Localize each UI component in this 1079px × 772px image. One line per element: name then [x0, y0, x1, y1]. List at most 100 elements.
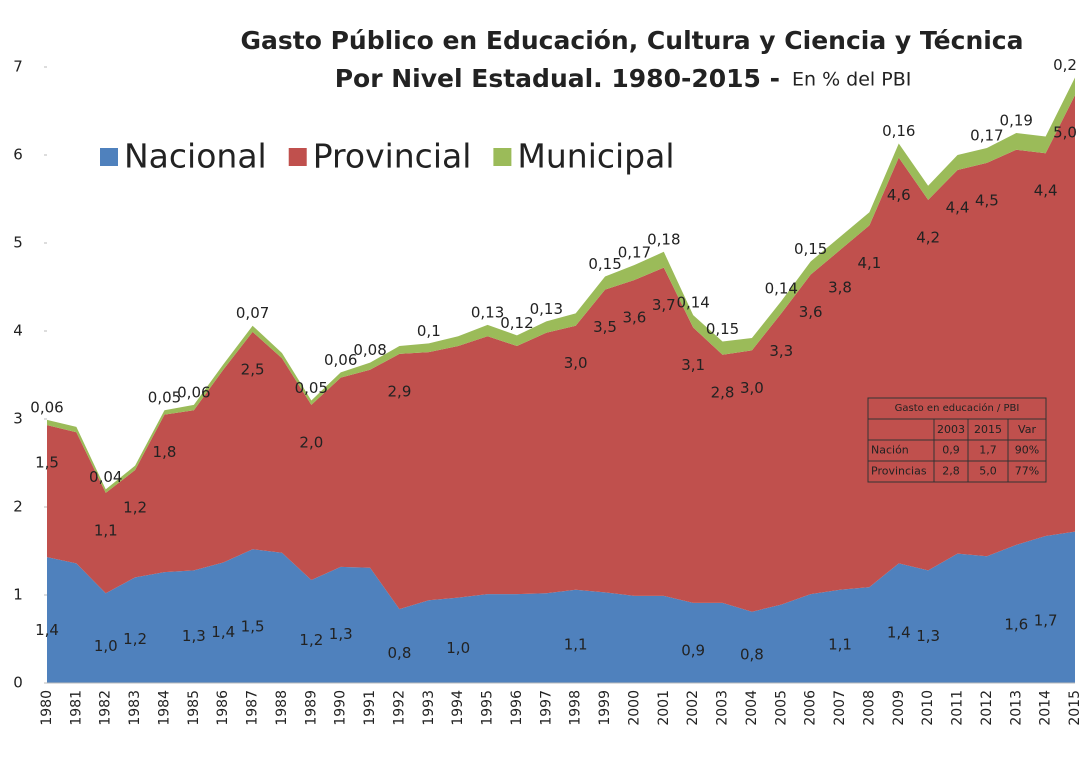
legend-swatch — [493, 148, 512, 166]
x-tick-label: 1997 — [538, 690, 554, 726]
data-label: 1,2 — [123, 499, 147, 517]
legend-swatch — [288, 148, 307, 166]
data-label: 0,9 — [681, 641, 705, 659]
x-tick-label: 1981 — [68, 690, 84, 726]
data-label: 0,05 — [295, 379, 328, 397]
y-tick-label: 7 — [13, 58, 23, 76]
y-tick-label: 5 — [13, 234, 23, 252]
data-label: 3,0 — [740, 379, 764, 397]
area — [47, 95, 1075, 612]
data-label: 0,15 — [588, 255, 621, 273]
data-label: 0,14 — [676, 294, 709, 312]
x-tick-label: 2000 — [626, 690, 642, 726]
data-label: 1,7 — [1034, 611, 1058, 629]
x-tick-label: 1983 — [127, 690, 143, 726]
data-label: 1,4 — [211, 623, 235, 641]
data-label: 0,06 — [177, 383, 210, 401]
data-label: 0,06 — [30, 398, 63, 416]
x-tick-label: 1995 — [480, 690, 496, 726]
x-tick-label: 1989 — [303, 690, 319, 726]
data-label: 4,1 — [857, 254, 881, 272]
data-label: 1,3 — [329, 625, 353, 643]
data-label: 1,2 — [123, 630, 147, 648]
data-label: 3,3 — [769, 342, 793, 360]
inset-table-cell: 90% — [1015, 444, 1039, 457]
data-label: 0,8 — [740, 645, 764, 663]
x-tick-label: 1986 — [215, 690, 231, 726]
data-label: 1,4 — [887, 624, 911, 642]
x-tick-label: 1984 — [156, 690, 172, 726]
data-label: 1,0 — [94, 637, 118, 655]
data-label: 0,07 — [236, 304, 269, 322]
inset-table-cell: 5,0 — [979, 465, 997, 478]
data-label: 0,13 — [471, 303, 504, 321]
data-label: 1,1 — [564, 636, 588, 654]
data-label: 0,15 — [706, 320, 739, 338]
y-tick-label: 2 — [13, 498, 23, 516]
x-tick-label: 2004 — [744, 690, 760, 726]
subtitle-note: En % del PBI — [792, 69, 911, 91]
x-tick-label: 1996 — [509, 690, 525, 726]
data-label: 3,0 — [564, 354, 588, 372]
data-label: 0,14 — [765, 280, 798, 298]
x-tick-label: 2010 — [920, 690, 936, 726]
inset-table-cell: 0,9 — [942, 444, 960, 457]
x-tick-label: 2008 — [861, 690, 877, 726]
data-label: 1,6 — [1004, 615, 1028, 633]
x-tick-label: 1994 — [450, 690, 466, 726]
x-tick-label: 2015 — [1067, 690, 1079, 726]
data-label: 1,2 — [299, 631, 323, 649]
inset-table-cell: Provincias — [871, 465, 927, 478]
data-label: 3,8 — [828, 279, 852, 297]
y-tick-label: 3 — [13, 410, 23, 428]
x-tick-label: 1987 — [245, 690, 261, 726]
data-label: 0,18 — [647, 230, 680, 248]
data-label: 1,3 — [182, 627, 206, 645]
data-label: 4,2 — [916, 228, 940, 246]
data-label: 3,7 — [652, 296, 676, 314]
data-label: 0,06 — [324, 351, 357, 369]
data-label: 2,9 — [388, 382, 412, 400]
data-label: 4,5 — [975, 191, 999, 209]
data-label: 3,5 — [593, 318, 617, 336]
data-label: 1,1 — [94, 521, 118, 539]
data-label: 1,0 — [446, 639, 470, 657]
x-tick-label: 1998 — [568, 690, 584, 726]
x-tick-label: 1985 — [186, 690, 202, 726]
data-label: 1,5 — [35, 454, 59, 472]
y-tick-label: 4 — [13, 322, 23, 340]
legend-label: Municipal — [517, 137, 674, 176]
x-tick-label: 1982 — [98, 690, 114, 726]
data-label: 4,4 — [946, 198, 970, 216]
area — [47, 531, 1075, 683]
inset-table-title: Gasto en educación / PBI — [895, 402, 1020, 414]
x-tick-label: 2013 — [1008, 690, 1024, 726]
x-tick-label: 2014 — [1038, 690, 1054, 726]
data-label: 0,08 — [353, 341, 386, 359]
y-tick-label: 0 — [13, 674, 23, 692]
x-tick-label: 1990 — [333, 690, 349, 726]
x-tick-label: 1980 — [39, 690, 55, 726]
data-label: 4,4 — [1034, 182, 1058, 200]
data-label: 0,15 — [794, 240, 827, 258]
data-label: 3,6 — [799, 303, 823, 321]
data-label: 0,13 — [530, 300, 563, 318]
x-tick-label: 2002 — [685, 690, 701, 726]
legend-label: Provincial — [313, 137, 472, 176]
data-label: 0,1 — [417, 322, 441, 340]
data-label: 0,04 — [89, 468, 122, 486]
data-label: 1,5 — [241, 617, 265, 635]
x-tick-label: 2003 — [715, 690, 731, 726]
x-tick-label: 1988 — [274, 690, 290, 726]
x-tick-label: 2001 — [656, 690, 672, 726]
inset-table-header: Var — [1018, 423, 1036, 436]
chart-subtitle: Por Nivel Estadual. 1980-2015 - — [335, 64, 780, 93]
x-tick-label: 2005 — [773, 690, 789, 726]
x-tick-label: 2012 — [979, 690, 995, 726]
inset-table-cell: Nación — [871, 444, 909, 457]
data-label: 0,12 — [500, 314, 533, 332]
data-label: 0,16 — [882, 122, 915, 140]
chart-title: Gasto Público en Educación, Cultura y Ci… — [241, 26, 1024, 55]
x-tick-label: 2009 — [891, 690, 907, 726]
data-label: 0,19 — [1000, 112, 1033, 130]
